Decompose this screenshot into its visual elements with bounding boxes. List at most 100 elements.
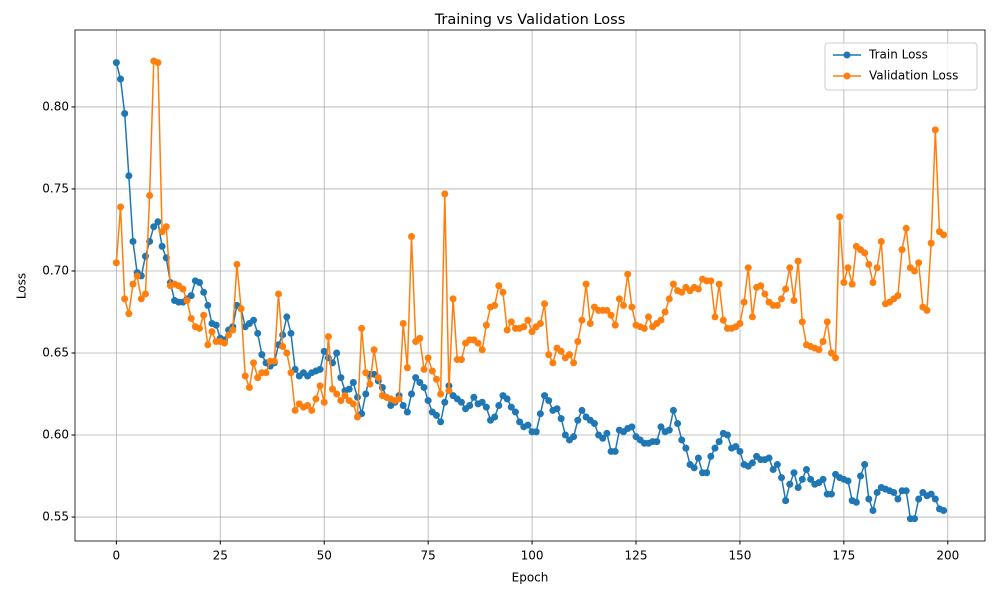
marker [308,406,316,414]
marker [927,239,935,247]
marker [137,295,145,303]
marker [536,319,544,327]
marker [840,278,848,286]
marker [482,403,490,411]
marker [437,390,445,398]
marker [316,365,324,373]
marker [832,354,840,362]
marker [574,416,582,424]
marker [898,246,906,254]
marker [349,400,357,408]
marker [141,252,149,260]
marker [154,59,162,67]
marker [179,285,187,293]
y-tick-label: 0.75 [42,181,69,195]
marker [794,257,802,265]
marker [416,379,424,387]
marker [362,390,370,398]
marker [287,369,295,377]
legend-label: Train Loss [868,48,928,62]
marker [416,334,424,342]
marker [482,321,490,329]
marker [495,282,503,290]
marker [740,298,748,306]
marker [790,297,798,305]
marker [432,375,440,383]
marker [250,316,258,324]
marker [819,475,827,483]
marker [528,328,536,336]
marker [798,318,806,326]
marker [200,288,208,296]
marker [607,311,615,319]
marker [773,461,781,469]
marker [782,497,790,505]
marker [333,349,341,357]
marker [441,190,449,198]
x-tick-label: 175 [832,549,855,563]
marker [329,385,337,393]
marker [125,172,133,180]
marker [516,418,524,426]
marker [541,392,549,400]
marker [578,316,586,324]
legend-box [824,42,978,91]
marker [620,301,628,309]
marker [844,264,852,272]
marker [669,280,677,288]
marker [395,395,403,403]
marker [225,331,233,339]
marker [790,469,798,477]
marker [403,364,411,372]
marker [873,264,881,272]
marker [466,401,474,409]
marker [349,379,357,387]
x-tick-label: 50 [317,549,332,563]
marker [320,347,328,355]
marker [524,421,532,429]
marker [557,347,565,355]
marker [590,420,598,428]
legend: Train Loss Validation Loss [824,42,978,91]
marker [129,237,137,245]
marker [441,398,449,406]
x-tick-label: 125 [625,549,648,563]
marker [865,260,873,268]
legend-marker [843,51,851,59]
marker [133,272,141,280]
marker [694,454,702,462]
marker [586,319,594,327]
marker [694,285,702,293]
marker [678,436,686,444]
marker [861,461,869,469]
x-tick-label: 75 [421,549,436,563]
marker [117,203,125,211]
y-tick-label: 0.80 [42,99,69,113]
marker [337,397,345,405]
marker [457,398,465,406]
marker [491,413,499,421]
marker [653,438,661,446]
marker [823,318,831,326]
marker [802,465,810,473]
marker [374,374,382,382]
marker [582,280,590,288]
x-tick-label: 100 [521,549,544,563]
marker [549,359,557,367]
marker [399,319,407,327]
y-axis-label: Loss [15,273,29,299]
marker [603,429,611,437]
marker [353,413,361,421]
marker [553,405,561,413]
y-tick-label: 0.70 [42,263,69,277]
marker [744,264,752,272]
marker [324,333,332,341]
marker [121,295,129,303]
marker [678,288,686,296]
marker [848,280,856,288]
marker [158,228,166,236]
marker [511,408,519,416]
marker [574,338,582,346]
marker [599,434,607,442]
